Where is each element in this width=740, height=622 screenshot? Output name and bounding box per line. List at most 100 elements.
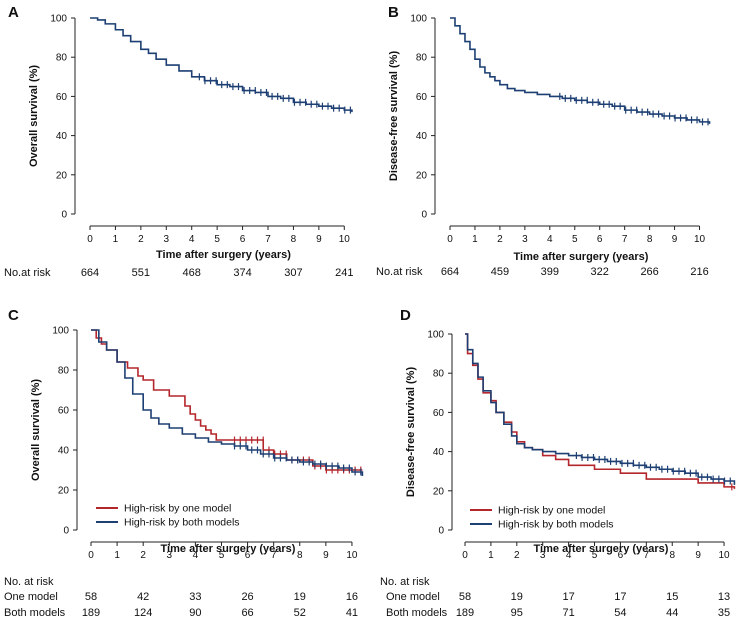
panel-a-risk-value: 241 [335,267,353,279]
panel-d-y-tick-label: 60 [433,408,445,419]
panel-d-y-axis-title: Disease-free survival (%) [405,367,417,498]
panel-c-series-1-curve [91,329,363,471]
panel-a-x-tick-label: 3 [164,234,170,245]
panel-c-y-tick-label: 0 [63,526,69,537]
panel-c-risk-row-label: One model [4,591,58,603]
panel-c-risk-value: 26 [241,591,253,603]
panel-a-risk-value: 468 [183,267,201,279]
panel-a-x-tick-label: 5 [214,234,220,245]
panel-a-y-tick-label: 100 [50,14,67,25]
panel-a-y-tick-label: 0 [61,210,67,221]
panel-c-x-tick-label: 0 [88,550,94,561]
panel-b-x-axis-title: Time after surgery (years) [514,251,649,263]
panel-b-x-tick-label: 1 [472,234,478,245]
panel-d-x-tick-label: 4 [566,550,572,561]
panel-b-x-tick-label: 6 [597,234,603,245]
panel-c-x-tick-label: 5 [219,550,225,561]
panel-b-y-tick-label: 100 [410,14,427,25]
panel-c-risk-value: 66 [241,607,253,619]
panel-b-risk-value: 399 [541,266,559,278]
panel-d-risk-value: 95 [511,607,523,619]
panel-d-risk-value: 58 [459,591,471,603]
panel-a-x-tick-label: 10 [339,234,351,245]
panel-c-y-tick-label: 40 [58,446,70,457]
panel-d-legend-label-1: High-risk by one model [498,505,605,517]
panel-b-x-tick-label: 10 [694,234,706,245]
panel-d-x-tick-label: 5 [592,550,598,561]
panel-b-risk-value: 664 [441,266,459,278]
panel-d: D 0 20 40 60 80 100 0 1 2 3 4 5 6 7 8 9 10 Time after surg… [380,307,736,619]
panel-a-series-1-curve [90,17,353,113]
panel-d-risk-row-label: Both models [386,607,448,619]
panel-a-risk-value: 374 [233,267,251,279]
panel-d-risk-value: 71 [562,607,574,619]
panel-b: B 0 20 40 60 80 100 0 1 2 3 4 5 6 7 8 9 10 Time after surg… [376,4,711,278]
panel-b-series-1-curve [450,17,711,124]
panel-c-risk-title: No. at risk [4,576,54,588]
panel-b-y-tick-label: 20 [416,170,428,181]
panel-c-risk-value: 19 [294,591,306,603]
panel-c-legend-label-1: High-risk by one model [124,503,231,515]
panel-d-x-tick-label: 8 [669,550,675,561]
panel-c-x-tick-label: 8 [297,550,303,561]
panel-d-risk-value: 35 [718,607,730,619]
panel-d-risk-value: 54 [614,607,626,619]
panel-d-risk-value: 13 [718,591,730,603]
panel-d-risk-title: No. at risk [380,576,430,588]
panel-a-letter: A [8,4,19,21]
panel-b-y-axis-title: Disease-free survival (%) [388,51,400,182]
panel-a-y-tick-label: 60 [56,92,68,103]
panel-d-x-tick-label: 10 [718,550,730,561]
panel-a-risk-value: 551 [132,267,150,279]
panel-b-x-tick-label: 5 [572,234,578,245]
panel-d-x-axis-title: Time after surgery (years) [534,543,669,555]
panel-b-x-tick-label: 3 [522,234,528,245]
panel-a-x-tick-label: 9 [316,234,322,245]
panel-c-y-axis-title: Overall survival (%) [30,379,42,481]
panel-a-risk-value: 664 [81,267,99,279]
panel-c-x-tick-label: 7 [271,550,277,561]
panel-d-x-tick-label: 0 [462,550,468,561]
panel-a-x-tick-label: 1 [113,234,119,245]
panel-b-risk-value: 266 [640,266,658,278]
panel-b-y-tick-label: 0 [421,210,427,221]
panel-c-risk-value: 16 [346,591,358,603]
panel-c-x-tick-label: 1 [114,550,120,561]
panel-c-risk-value: 52 [294,607,306,619]
panel-b-x-tick-label: 0 [447,234,453,245]
panel-d-x-tick-label: 3 [540,550,546,561]
panel-b-y-tick-label: 60 [416,92,428,103]
panel-d-letter: D [400,307,411,324]
panel-d-risk-value: 15 [666,591,678,603]
panel-b-x-tick-label: 2 [497,234,503,245]
panel-a-x-tick-label: 2 [138,234,144,245]
panel-a-y-tick-label: 80 [56,53,68,64]
panel-c-x-axis-title: Time after surgery (years) [161,543,296,555]
panel-c-y-tick-label: 60 [58,406,70,417]
panel-c-risk-value: 189 [82,607,100,619]
panel-a-x-tick-label: 0 [87,234,93,245]
panel-d-risk-value: 17 [562,591,574,603]
panel-a-x-tick-label: 6 [240,234,246,245]
panel-a-risk-title: No.at risk [4,267,51,279]
panel-d-risk-value: 17 [614,591,626,603]
panel-c-legend-label-2: High-risk by both models [124,517,240,529]
panel-c-x-tick-label: 6 [245,550,251,561]
panel-a-y-tick-label: 20 [56,170,68,181]
panel-c-x-tick-label: 10 [346,550,358,561]
panel-b-risk-title: No.at risk [376,266,423,278]
panel-d-x-tick-label: 7 [644,550,650,561]
panel-c-x-tick-label: 2 [140,550,146,561]
panel-d-risk-value: 44 [666,607,678,619]
panel-d-series-1-curve [465,333,736,489]
panel-b-y-tick-label: 40 [416,131,428,142]
panel-a-x-tick-label: 7 [265,234,271,245]
panel-d-risk-value: 189 [456,607,474,619]
panel-c-letter: C [8,307,19,324]
panel-b-risk-value: 459 [491,266,509,278]
panel-b-risk-value: 216 [690,266,708,278]
panel-a-risk-value: 307 [284,267,302,279]
panel-c-risk-value: 58 [85,591,97,603]
panel-c-risk-value: 124 [134,607,152,619]
